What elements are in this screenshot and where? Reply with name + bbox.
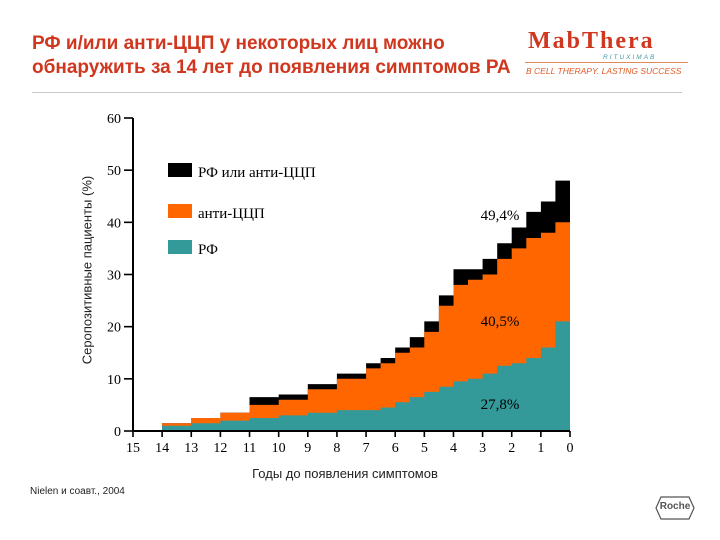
series-layer [133, 173, 570, 432]
legend-layer: РФ или анти-ЦЦП анти-ЦЦП РФ [168, 163, 316, 258]
x-tick-label: 10 [272, 441, 286, 456]
x-tick-label: 0 [567, 441, 574, 456]
legend-label: РФ или анти-ЦЦП [198, 165, 316, 181]
x-tick-label: 3 [479, 441, 486, 456]
area-series-3 [133, 286, 570, 431]
x-tick-label: 1 [537, 441, 544, 456]
y-tick-label: 0 [114, 425, 121, 440]
x-tick-label: 9 [304, 441, 311, 456]
x-tick-label: 12 [213, 441, 227, 456]
roche-hexagon-icon [655, 496, 695, 520]
x-tick-label: 4 [450, 441, 457, 456]
x-tick-label: 6 [392, 441, 399, 456]
legend-label: РФ [198, 242, 218, 258]
x-tick-label: 8 [333, 441, 340, 456]
title-line-1: РФ и/или анти-ЦЦП у некоторых лиц можно [32, 33, 445, 54]
y-tick-label: 60 [107, 112, 121, 127]
brand-divider [525, 62, 688, 63]
x-tick-label: 14 [155, 441, 169, 456]
y-axis-label: Серопозитивные пациенты (%) [79, 175, 95, 365]
roche-logo: Roche [655, 496, 695, 520]
legend-swatch [168, 163, 192, 177]
page-title: РФ и/или анти-ЦЦП у некоторых лиц можно … [32, 32, 512, 80]
brand-name: MabThera [528, 28, 655, 54]
value-annotation: 40,5% [481, 314, 520, 330]
y-tick-label: 40 [107, 216, 121, 231]
header-divider [32, 92, 682, 93]
y-tick-label: 30 [107, 269, 121, 284]
legend-swatch [168, 204, 192, 218]
value-annotation: 27,8% [481, 397, 520, 413]
x-tick-label: 2 [508, 441, 515, 456]
x-axis-label: Годы до появления симптомов [252, 466, 438, 481]
y-tick-label: 50 [107, 164, 121, 179]
x-tick-label: 11 [243, 441, 256, 456]
y-tick-label: 20 [107, 321, 121, 336]
source-citation: Nielen и соавт., 2004 [30, 486, 125, 497]
area-series-2 [133, 219, 570, 431]
brand-subname: RITUXIMAB [603, 54, 657, 61]
annotation-layer: 49,4% 40,5% 27,8% [481, 208, 520, 413]
x-tick-label: 13 [184, 441, 198, 456]
value-annotation: 49,4% [481, 208, 520, 224]
brand-tagline: B CELL THERAPY. LASTING SUCCESS [526, 66, 682, 76]
legend-swatch [168, 240, 192, 254]
y-tick-label: 10 [107, 373, 121, 388]
title-line-2: обнаружить за 14 лет до появления симпто… [32, 57, 511, 78]
x-tick-label: 7 [363, 441, 370, 456]
legend-label: анти-ЦЦП [198, 206, 265, 222]
brand-logo: MabThera RITUXIMAB B CELL THERAPY. LASTI… [525, 28, 695, 82]
roche-logo-text: Roche [659, 501, 691, 512]
x-tick-label: 15 [126, 441, 140, 456]
x-tick-label: 5 [421, 441, 428, 456]
